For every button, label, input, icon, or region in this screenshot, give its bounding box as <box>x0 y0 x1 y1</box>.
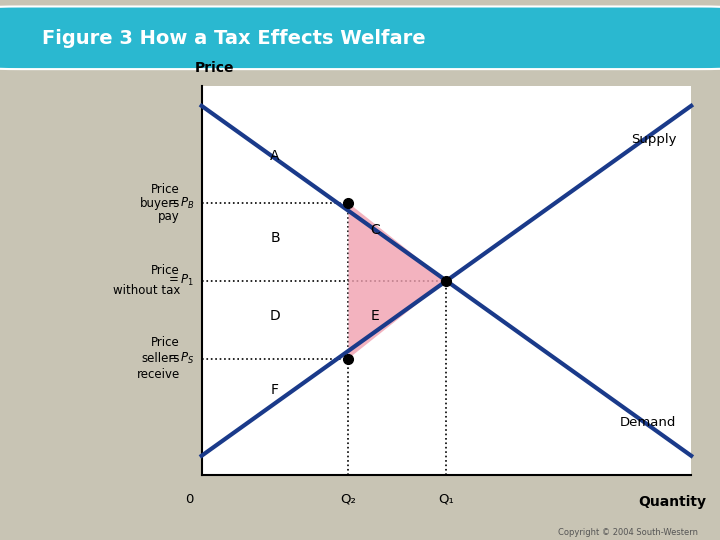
Text: F: F <box>271 383 279 397</box>
Text: A: A <box>270 150 280 164</box>
Polygon shape <box>348 203 446 359</box>
Text: C: C <box>371 223 380 237</box>
Text: Price: Price <box>194 60 234 75</box>
Text: Q₁: Q₁ <box>438 492 454 505</box>
Text: Q₂: Q₂ <box>341 492 356 505</box>
Text: Demand: Demand <box>620 416 677 429</box>
Text: Price: Price <box>151 336 180 349</box>
Text: 0: 0 <box>185 492 194 505</box>
Text: B: B <box>270 231 280 245</box>
Text: E: E <box>371 309 379 323</box>
Text: receive: receive <box>137 368 180 381</box>
Text: Supply: Supply <box>631 133 677 146</box>
Text: Figure 3 How a Tax Effects Welfare: Figure 3 How a Tax Effects Welfare <box>42 29 426 49</box>
Text: buyers: buyers <box>140 197 180 210</box>
Text: D: D <box>270 309 280 323</box>
Text: without tax: without tax <box>112 284 180 297</box>
Text: $= P_1$: $= P_1$ <box>166 273 194 288</box>
Text: Price: Price <box>151 183 180 196</box>
Text: sellers: sellers <box>142 352 180 365</box>
Text: Price: Price <box>151 264 180 276</box>
Text: Quantity: Quantity <box>638 495 706 509</box>
Text: pay: pay <box>158 210 180 223</box>
Text: Copyright © 2004 South-Western: Copyright © 2004 South-Western <box>559 528 698 537</box>
Text: $= P_B$: $= P_B$ <box>166 195 194 211</box>
Text: $= P_S$: $= P_S$ <box>166 351 194 366</box>
FancyBboxPatch shape <box>0 6 720 69</box>
